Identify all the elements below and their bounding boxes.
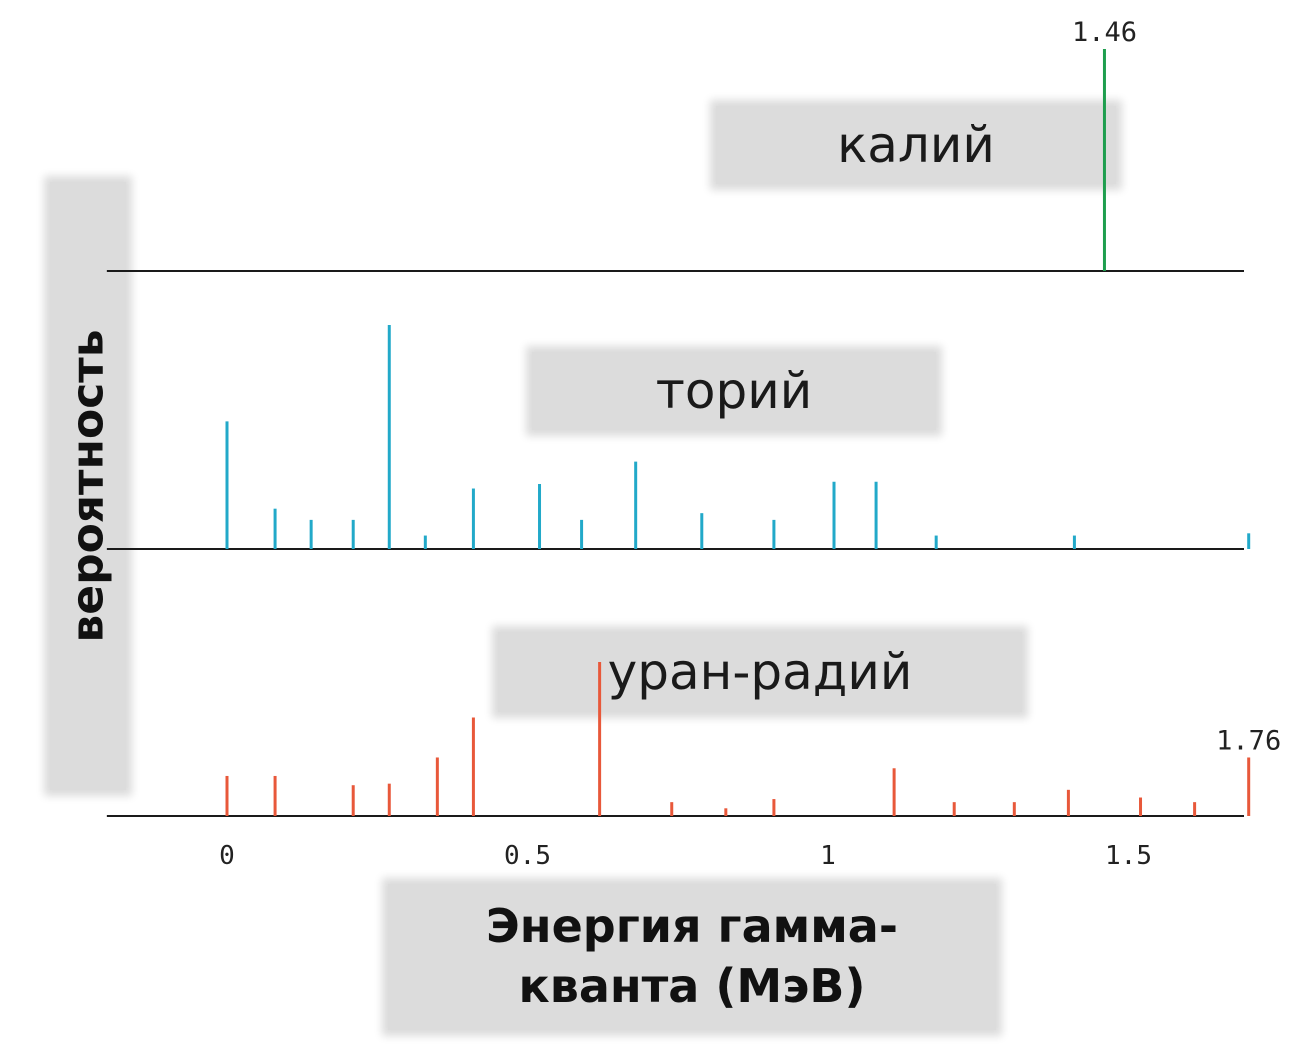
- panel-label-thorium: торий: [532, 352, 936, 430]
- x-tick-label: 0: [219, 841, 235, 871]
- peak-label-potassium: 1.46: [1072, 17, 1137, 48]
- x-tick-label: 0.5: [504, 841, 551, 871]
- x-tick-label: 1: [820, 841, 836, 871]
- x-axis-label-line-1: Энергия гамма-: [486, 899, 898, 954]
- panel-label-potassium: калий: [716, 106, 1116, 184]
- x-axis-label-line-2: кванта (МэВ): [518, 959, 866, 1013]
- panel-label-uranium-radium: уран-радий: [498, 632, 1022, 712]
- peak-label-uranium-radium: 1.76: [1216, 725, 1281, 756]
- y-axis-label-box: [50, 182, 126, 790]
- x-tick-label: 1.5: [1105, 841, 1152, 871]
- x-axis-label-box: Энергия гамма- кванта (МэВ): [388, 884, 996, 1030]
